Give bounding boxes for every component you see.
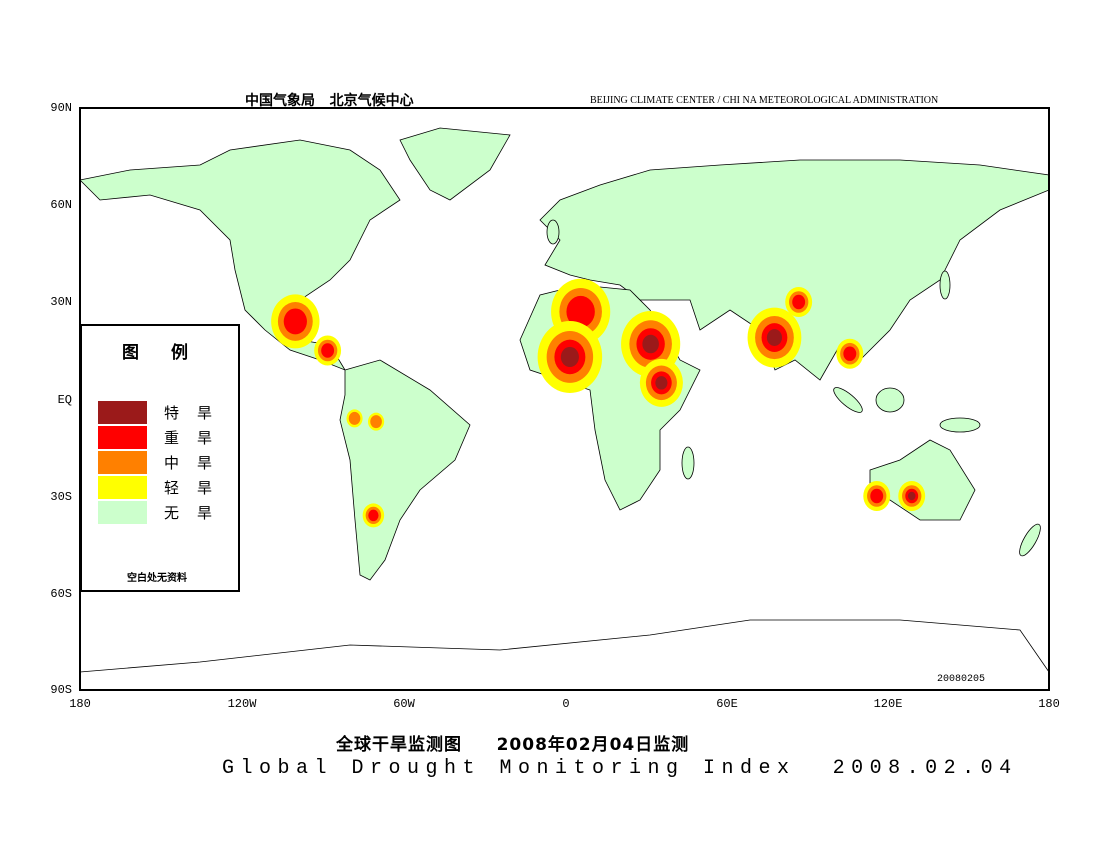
x-tick: 120W [227, 697, 257, 711]
drought-s-australia-level-4 [907, 491, 916, 501]
x-tick: 180 [69, 697, 91, 711]
legend-swatch [98, 426, 147, 449]
legend: 图例 特旱重旱中旱轻旱无旱 空白处无资料 [80, 324, 240, 592]
legend-label: 特旱 [164, 404, 231, 422]
legend-swatch [98, 476, 147, 499]
x-tick: 60W [393, 697, 415, 711]
x-tick: 60E [716, 697, 738, 711]
x-tick: 0 [562, 697, 570, 711]
legend-item: 轻旱 [98, 476, 230, 499]
drought-india-level-4 [766, 329, 782, 346]
y-tick: 30S [50, 490, 72, 504]
legend-item: 中旱 [98, 451, 230, 474]
drought-west-africa-level-4 [560, 346, 579, 368]
japan [939, 270, 951, 300]
y-tick: EQ [57, 393, 72, 407]
title-en: Global Drought Monitoring Index 2008.02.… [222, 757, 1018, 780]
uk [546, 219, 560, 245]
drought-areas [271, 278, 926, 528]
eurasia [539, 159, 1050, 381]
drought-sudan-level-4 [642, 334, 659, 354]
legend-swatch [98, 401, 147, 424]
legend-label: 重旱 [164, 429, 231, 447]
drought-chile-level-3 [368, 509, 379, 522]
legend-swatch [98, 501, 147, 524]
header-en: BEIJING CLIMATE CENTER / CHI NA METEOROL… [590, 95, 939, 106]
y-tick: 60N [50, 198, 72, 212]
legend-item: 重旱 [98, 426, 230, 449]
drought-east-africa-level-4 [655, 376, 668, 390]
drought-tibet-level-3 [792, 294, 806, 310]
greenland [399, 127, 511, 201]
legend-label: 轻旱 [164, 479, 231, 497]
legend-item: 特旱 [98, 401, 230, 424]
date-stamp: 20080205 [937, 674, 986, 685]
legend-title: 图例 [122, 343, 220, 363]
drought-sw-australia-level-3 [870, 488, 884, 504]
header-cn: 中国气象局 北京气候中心 [245, 93, 414, 109]
y-tick: 90S [50, 683, 72, 697]
drought-central-america-level-3 [321, 343, 335, 358]
legend-note: 空白处无资料 [127, 573, 187, 584]
y-tick: 60S [50, 587, 72, 601]
madagascar [681, 446, 695, 480]
y-tick: 90N [50, 101, 72, 115]
x-tick: 120E [873, 697, 903, 711]
borneo [875, 387, 905, 413]
drought-mexico-level-3 [283, 308, 307, 335]
drought-brazil-level-2 [370, 415, 382, 429]
drought-indochina-level-3 [843, 346, 857, 361]
antarctica [79, 619, 1050, 673]
new-guinea [939, 417, 981, 433]
legend-label: 中旱 [164, 454, 231, 472]
new-zealand [1019, 523, 1041, 557]
sumatra [833, 387, 863, 413]
drought-peru-level-2 [348, 411, 361, 425]
legend-item: 无旱 [98, 501, 230, 524]
legend-label: 无旱 [164, 504, 231, 522]
title-cn: 全球干旱监测图 2008年02月04日监测 [336, 735, 690, 755]
legend-swatch [98, 451, 147, 474]
x-tick: 180 [1038, 697, 1060, 711]
y-tick: 30N [50, 295, 72, 309]
drought-sahara-level-3 [566, 295, 595, 328]
